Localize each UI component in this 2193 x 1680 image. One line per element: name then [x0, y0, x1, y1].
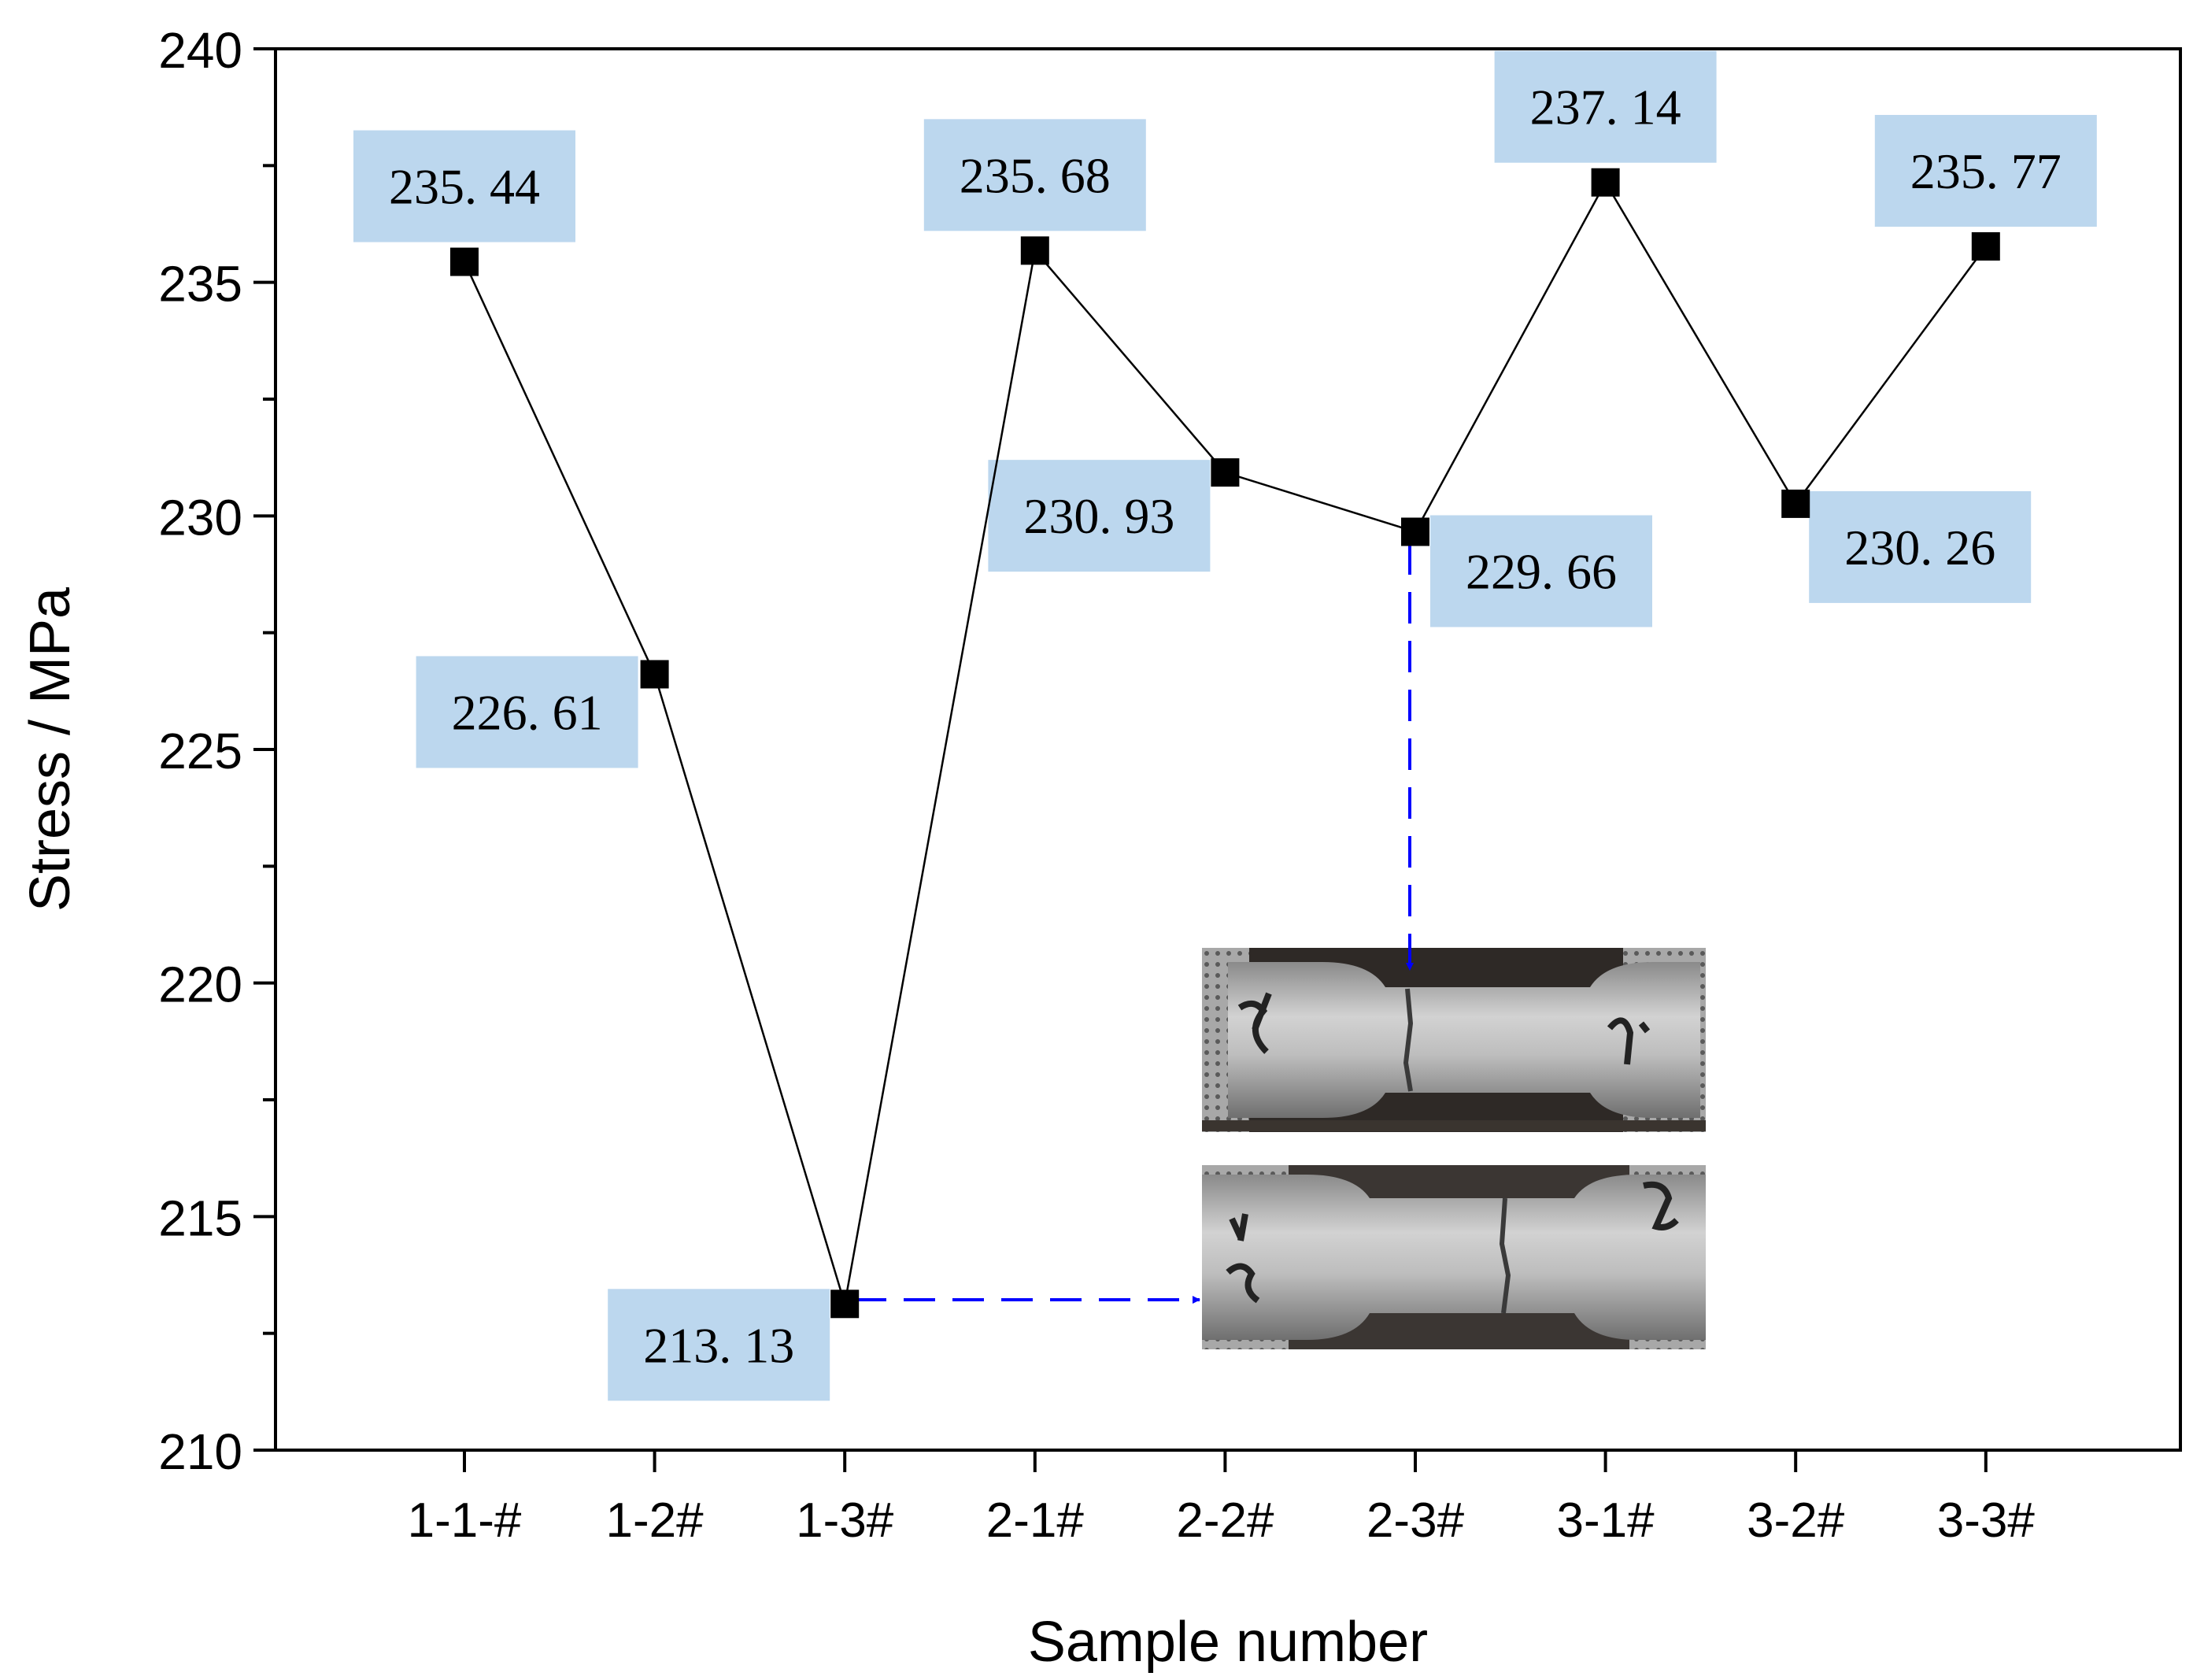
data-point [1781, 489, 1810, 518]
data-point [830, 1290, 860, 1319]
data-label: 237. 14 [1530, 80, 1681, 135]
specimen-photo-top [1202, 948, 1706, 1132]
data-point [1401, 517, 1429, 546]
data-label-box [1809, 490, 2032, 603]
data-label: 229. 66 [1466, 544, 1617, 600]
data-markers [450, 168, 2000, 1319]
data-label-box [1874, 114, 2097, 227]
data-label: 226. 61 [452, 684, 603, 740]
x-tick-label: 1-1-# [408, 1493, 522, 1548]
x-tick-label: 1-3# [796, 1493, 894, 1548]
x-tick-labels: 1-1-# 1-2# 1-3# 2-1# 2-2# 2-3# 3-1# 3-2# 3-3# [408, 1493, 2036, 1548]
axis-ticks [253, 47, 1988, 1472]
x-tick-label: 3-1# [1557, 1493, 1655, 1548]
y-tick-label: 240 [158, 22, 242, 79]
data-point [640, 660, 669, 689]
data-label-box [353, 130, 575, 242]
x-tick-label: 2-3# [1366, 1493, 1465, 1548]
data-label-box [416, 656, 638, 768]
data-point [1591, 168, 1620, 197]
y-tick-label: 215 [158, 1190, 242, 1246]
data-label: 213. 13 [643, 1317, 794, 1373]
specimen-photo-bottom [1202, 1165, 1706, 1349]
x-tick-label: 3-2# [1747, 1493, 1845, 1548]
data-point [450, 247, 479, 276]
y-tick-label: 220 [158, 957, 242, 1013]
data-label: 235. 68 [960, 147, 1111, 203]
data-label-box [988, 460, 1211, 572]
data-label: 230. 93 [1023, 488, 1174, 544]
annotation-arrows [855, 543, 1414, 1304]
data-label: 235. 77 [1910, 143, 2062, 199]
data-labels: 235. 44 226. 61 213. 13 235. 68 230. 93 229. … [353, 50, 2097, 1401]
y-tick-labels: 210 215 220 225 230 235 240 [158, 22, 242, 1480]
y-tick-label: 235 [158, 256, 242, 313]
y-tick-label: 225 [158, 723, 242, 779]
data-label: 235. 44 [389, 159, 540, 215]
data-point [1020, 236, 1049, 265]
series-line [463, 180, 1987, 1304]
x-tick-label: 3-3# [1937, 1493, 2036, 1548]
inset-photos [1202, 948, 1706, 1349]
x-tick-label: 2-2# [1176, 1493, 1274, 1548]
y-tick-label: 210 [158, 1423, 242, 1480]
x-axis-label: Sample number [1028, 1611, 1428, 1674]
data-point [1971, 231, 2000, 261]
x-tick-label: 2-1# [986, 1493, 1085, 1548]
y-tick-label: 230 [158, 489, 242, 546]
data-label: 230. 26 [1844, 520, 1995, 575]
x-tick-label: 1-2# [606, 1493, 704, 1548]
y-axis-label: Stress / MPa [19, 587, 82, 912]
data-label-box [1430, 515, 1652, 627]
data-label-box [923, 119, 1146, 231]
data-label-box [1494, 50, 1717, 163]
data-label-box [608, 1289, 830, 1401]
data-point [1211, 458, 1240, 487]
